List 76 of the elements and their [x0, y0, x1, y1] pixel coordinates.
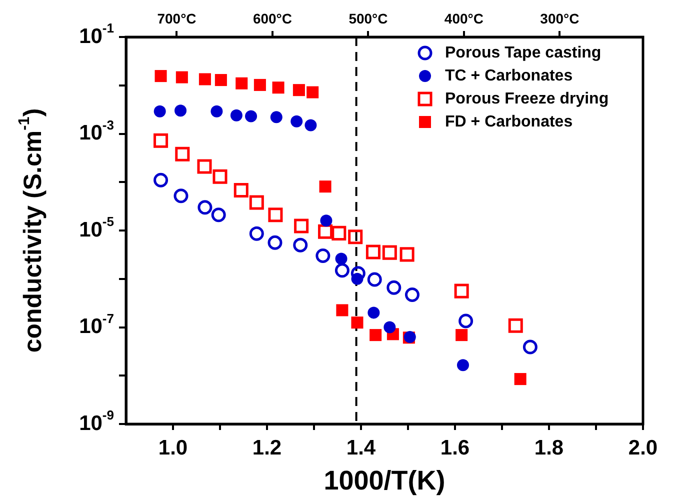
point: [154, 105, 166, 118]
point: [332, 226, 346, 240]
point: [293, 238, 308, 252]
point: [249, 226, 264, 241]
point: [382, 245, 397, 260]
point: [404, 287, 420, 302]
point: [154, 172, 168, 188]
point: [198, 73, 211, 86]
point: [268, 235, 282, 250]
legend-label: TC + Carbonates: [445, 67, 573, 84]
x2-tick-label: 500°C: [348, 10, 388, 26]
point: [212, 169, 228, 184]
point: [454, 284, 469, 298]
legend-label: Porous Freeze drying: [445, 90, 609, 108]
point: [211, 208, 226, 222]
point: [367, 272, 382, 287]
point: [400, 247, 414, 262]
point: [318, 224, 333, 239]
point: [272, 82, 284, 94]
x2-tick-label: 400°C: [444, 10, 484, 26]
point: [197, 159, 212, 174]
x-tick-label: 1.4: [346, 436, 376, 460]
point: [294, 218, 309, 234]
x2-tick-label: 700°C: [157, 10, 196, 26]
point: [174, 188, 188, 204]
point: [174, 104, 187, 117]
x-tick-label: 2.0: [628, 436, 658, 460]
point: [514, 373, 526, 386]
point: [198, 200, 212, 215]
legend-label: Porous Tape casting: [445, 44, 602, 62]
point: [351, 316, 364, 329]
point: [306, 86, 319, 98]
point: [214, 74, 227, 86]
x2-tick-label: 300°C: [540, 10, 580, 26]
x-tick-label: 1.2: [252, 436, 282, 460]
point: [230, 109, 242, 122]
point: [290, 115, 303, 128]
point: [334, 263, 350, 278]
x-tick-label: 1.8: [534, 436, 564, 460]
point: [384, 321, 396, 334]
point: [319, 180, 332, 193]
x-tick-label: 1.6: [440, 436, 470, 460]
point: [335, 252, 348, 265]
point: [508, 318, 523, 333]
y-axis-title: conductivity (S.cm-1): [16, 108, 47, 353]
point: [268, 208, 283, 222]
point: [386, 280, 402, 295]
point: [270, 111, 282, 124]
point: [154, 70, 167, 82]
point: [249, 195, 264, 210]
point: [370, 329, 382, 342]
point: [304, 119, 317, 132]
point: [176, 71, 188, 84]
point: [348, 230, 363, 244]
x-axis-title: 1000/T(K): [324, 465, 446, 496]
point: [236, 77, 248, 90]
point: [320, 214, 332, 227]
point: [522, 340, 538, 354]
point: [368, 306, 380, 319]
point: [456, 359, 469, 372]
point: [234, 182, 248, 198]
point: [210, 105, 223, 118]
point: [175, 146, 190, 162]
point: [254, 78, 266, 91]
point: [458, 314, 474, 328]
point: [366, 244, 380, 260]
point: [154, 133, 168, 148]
point: [292, 84, 305, 96]
legend-label: FD + Carbonates: [445, 113, 573, 130]
point: [350, 266, 366, 281]
x2-tick-label: 600°C: [252, 10, 292, 26]
point: [336, 304, 348, 316]
point: [245, 110, 258, 122]
point: [316, 248, 330, 264]
point: [456, 329, 468, 342]
x-tick-label: 1.0: [158, 436, 188, 460]
